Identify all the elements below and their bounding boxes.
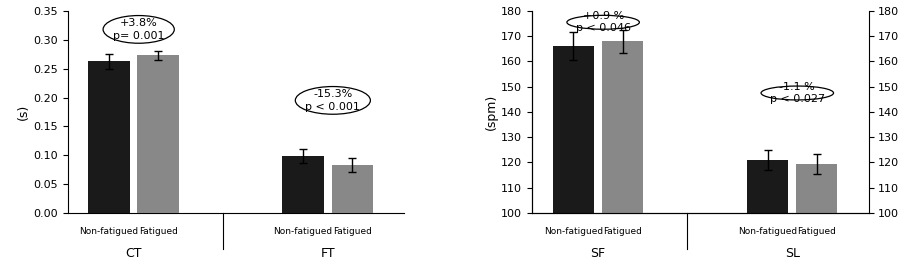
Text: Fatigued: Fatigued <box>333 227 372 236</box>
Text: SF: SF <box>590 247 606 260</box>
Text: FT: FT <box>320 247 335 260</box>
Text: Non-fatigued: Non-fatigued <box>544 227 603 236</box>
Text: -15.3%
p < 0.001: -15.3% p < 0.001 <box>305 89 360 112</box>
Text: CT: CT <box>125 247 142 260</box>
Bar <box>747 160 788 213</box>
Text: SL: SL <box>785 247 799 260</box>
Text: Fatigued: Fatigued <box>603 227 642 236</box>
Text: Fatigued: Fatigued <box>139 227 177 236</box>
Text: Non-fatigued: Non-fatigued <box>738 227 797 236</box>
Ellipse shape <box>567 15 639 29</box>
Bar <box>88 61 130 213</box>
Text: Non-fatigued: Non-fatigued <box>79 227 139 236</box>
Text: Non-fatigued: Non-fatigued <box>274 227 333 236</box>
Ellipse shape <box>104 16 175 43</box>
Text: Fatigued: Fatigued <box>797 227 836 236</box>
Text: +3.8%
p= 0.001: +3.8% p= 0.001 <box>112 18 165 41</box>
Bar <box>602 41 644 213</box>
Bar <box>331 165 373 213</box>
Bar <box>553 46 594 213</box>
Ellipse shape <box>761 86 833 100</box>
Y-axis label: (spm): (spm) <box>485 94 499 130</box>
Bar <box>138 55 179 213</box>
Text: +0.9 %
p < 0.046: +0.9 % p < 0.046 <box>576 11 631 34</box>
Text: -1.1 %
p < 0.027: -1.1 % p < 0.027 <box>770 82 825 104</box>
Ellipse shape <box>295 87 371 114</box>
Y-axis label: (s): (s) <box>17 104 31 120</box>
Bar <box>283 156 324 213</box>
Bar <box>796 164 837 213</box>
